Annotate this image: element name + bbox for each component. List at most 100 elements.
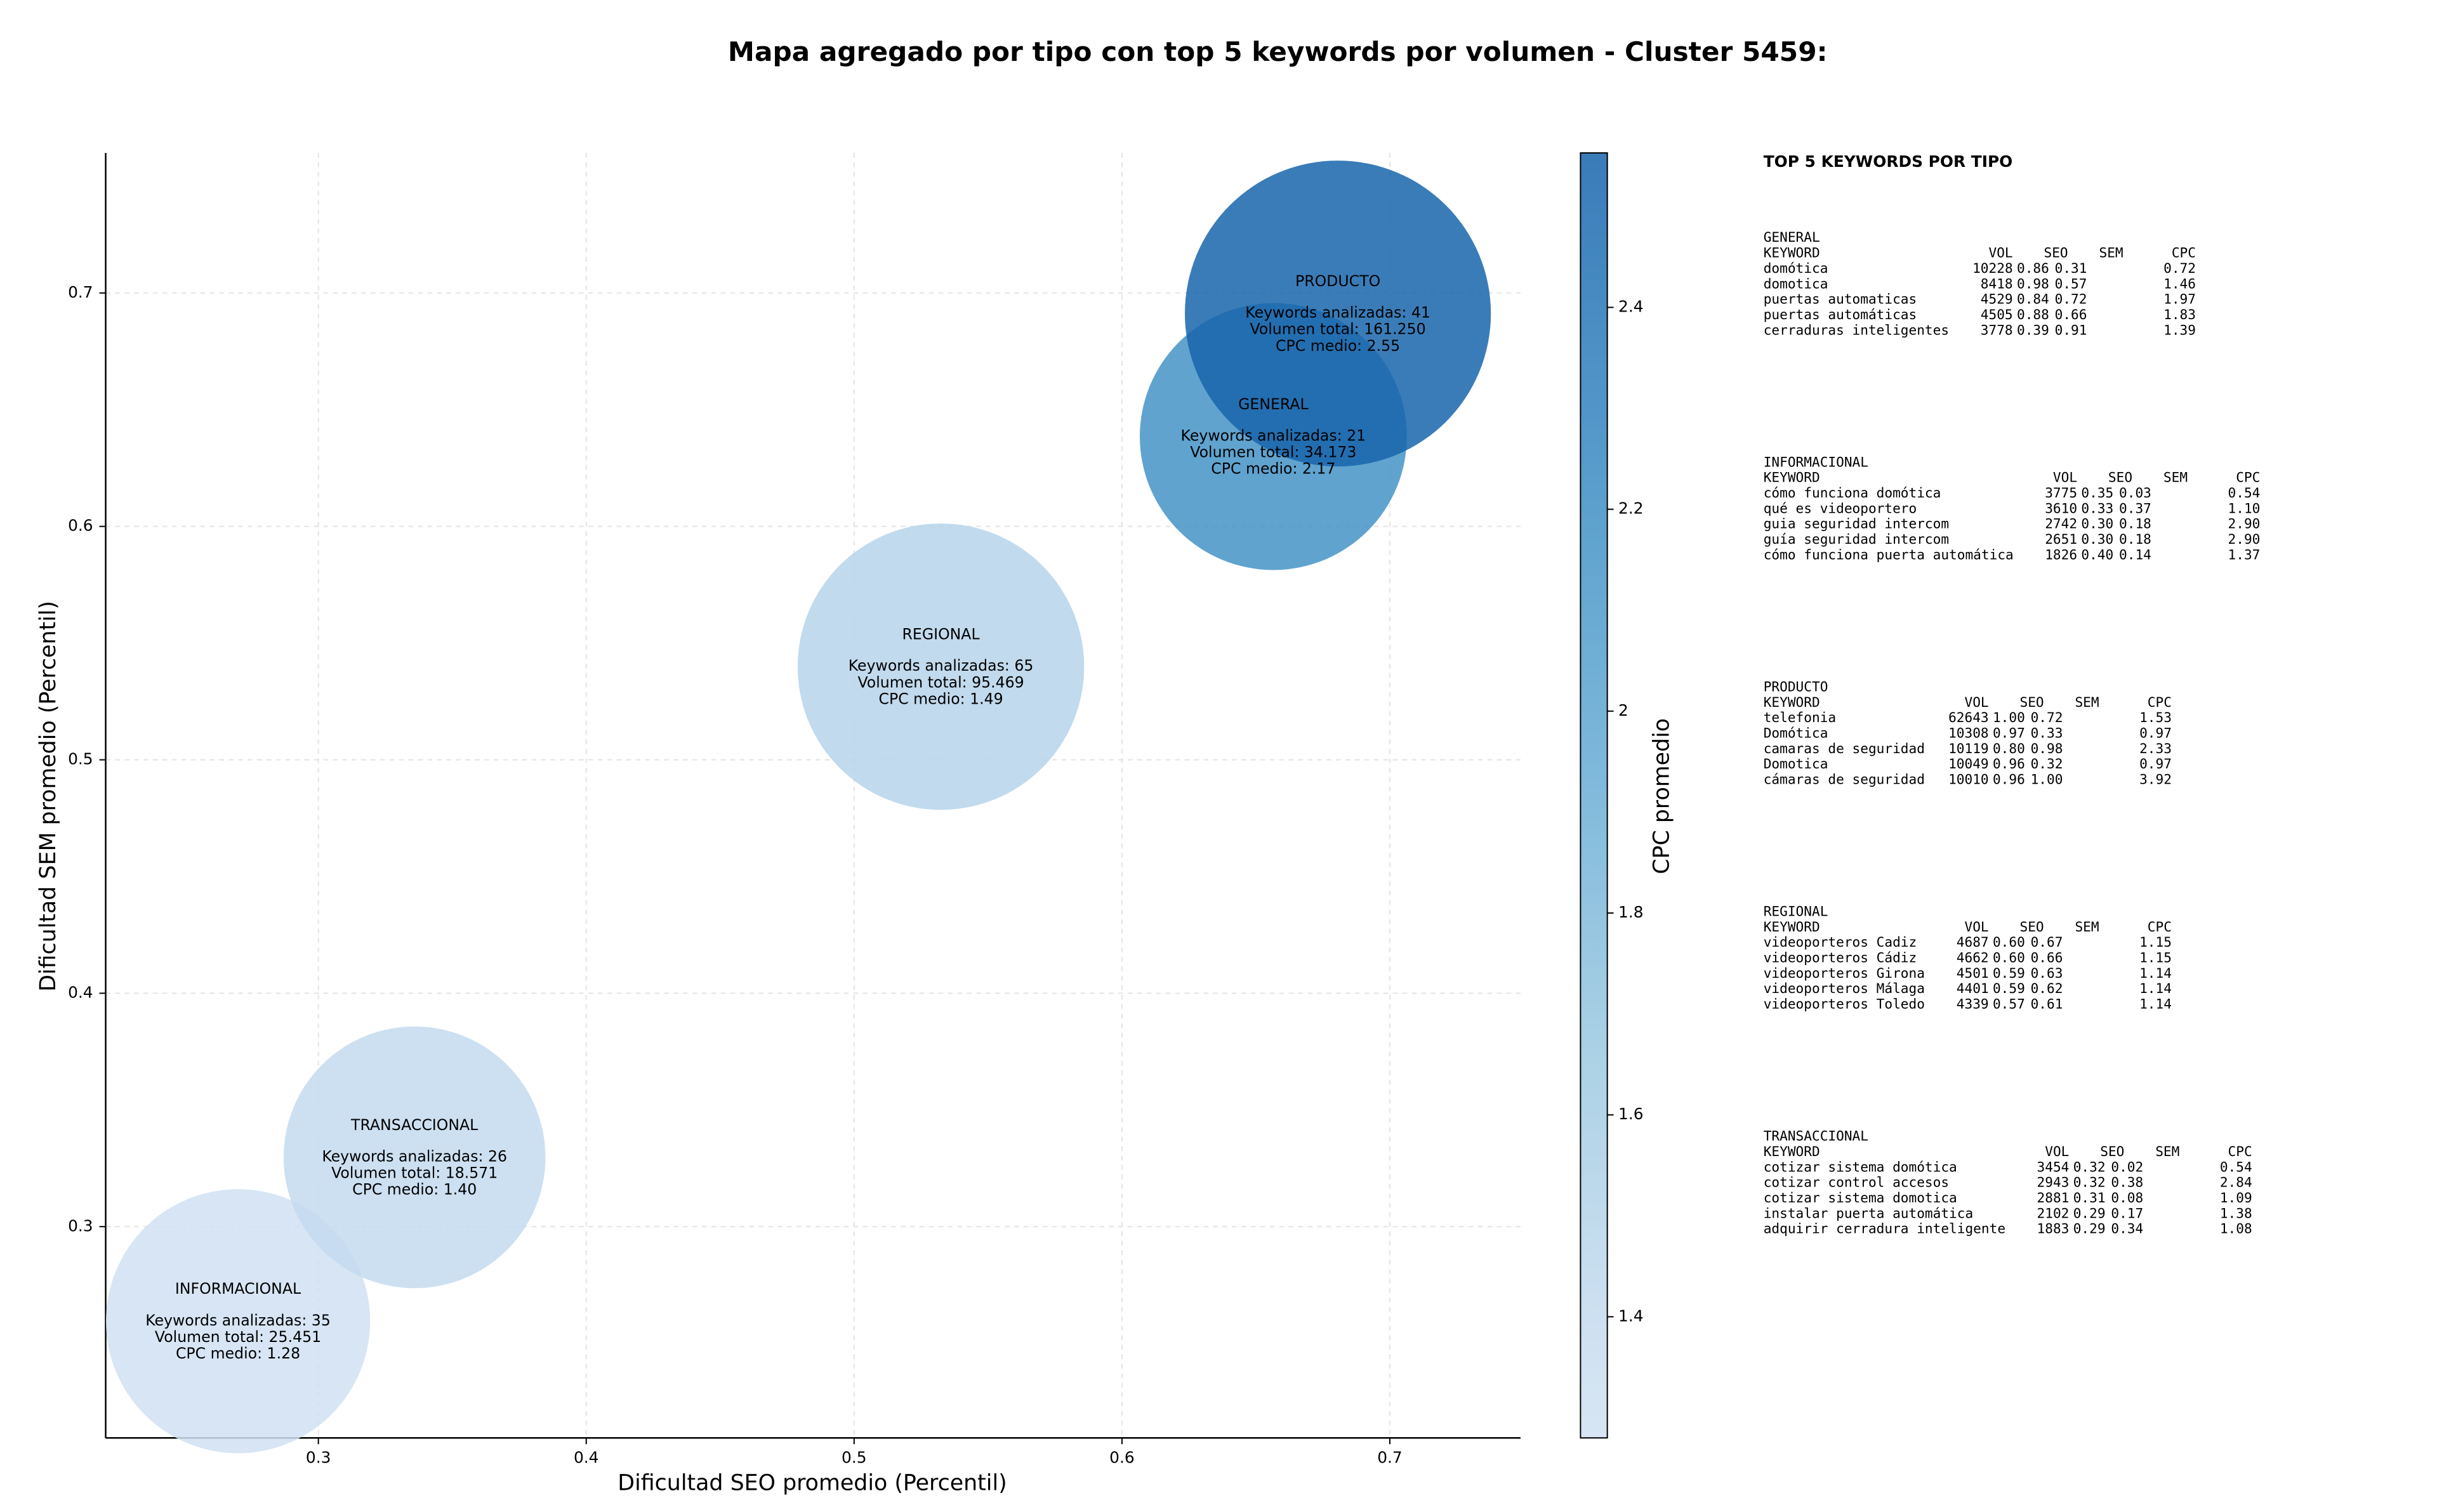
column-header: SEM xyxy=(2163,470,2188,485)
colorbar-tick-label: 2.4 xyxy=(1618,297,1644,315)
colorbar-tick-label: 1.6 xyxy=(1618,1105,1644,1123)
value-cell: 1.53 xyxy=(2139,709,2172,725)
value-cell: 4401 xyxy=(1957,980,1989,996)
value-cell: 3454 xyxy=(2037,1159,2070,1174)
chart-title: Mapa agregado por tipo con top 5 keyword… xyxy=(728,36,1828,67)
value-cell: 1.10 xyxy=(2228,500,2261,516)
column-header: CPC xyxy=(2236,470,2260,485)
column-header: SEM xyxy=(2075,919,2099,935)
keyword-cell: puertas automaticas xyxy=(1764,291,1917,307)
bubble-annotation: Keywords analizadas: 21 xyxy=(1181,427,1366,445)
value-cell: 0.72 xyxy=(2031,709,2063,725)
value-cell: 0.18 xyxy=(2119,516,2151,532)
column-header: CPC xyxy=(2148,919,2172,935)
column-header: KEYWORD xyxy=(1764,245,1820,261)
column-header: VOL xyxy=(1989,245,2013,261)
y-tick-label: 0.5 xyxy=(68,750,93,768)
value-cell: 0.57 xyxy=(2055,275,2087,291)
colorbar-label: CPC promedio xyxy=(1649,718,1675,874)
value-cell: 0.03 xyxy=(2119,485,2151,501)
keyword-cell: videoporteros Málaga xyxy=(1764,980,1925,996)
keyword-cell: cotizar sistema domótica xyxy=(1764,1159,1957,1174)
keyword-cell: Domótica xyxy=(1764,725,1828,740)
bubble-annotation: CPC medio: 1.49 xyxy=(879,690,1003,707)
column-header: SEO xyxy=(2100,1143,2124,1159)
section-title: GENERAL xyxy=(1764,229,1820,245)
x-tick-label: 0.6 xyxy=(1109,1449,1135,1467)
value-cell: 2.33 xyxy=(2139,740,2172,756)
value-cell: 1.09 xyxy=(2220,1190,2252,1206)
value-cell: 0.33 xyxy=(2031,725,2063,740)
bubble-annotation: Keywords analizadas: 35 xyxy=(145,1311,331,1329)
column-header: SEO xyxy=(2019,694,2044,710)
column-header: VOL xyxy=(2053,470,2077,485)
value-cell: 1826 xyxy=(2045,546,2077,562)
column-header: KEYWORD xyxy=(1764,694,1820,710)
value-cell: 0.38 xyxy=(2111,1174,2143,1190)
value-cell: 0.66 xyxy=(2055,306,2087,322)
keyword-cell: videoporteros Cádiz xyxy=(1764,950,1917,966)
value-cell: 0.59 xyxy=(1993,965,2025,981)
value-cell: 3778 xyxy=(1981,322,2013,338)
column-header: CPC xyxy=(2172,245,2196,261)
value-cell: 4501 xyxy=(1957,965,1989,981)
bubble-annotation: CPC medio: 2.55 xyxy=(1276,337,1400,355)
value-cell: 2943 xyxy=(2037,1174,2070,1190)
keyword-cell: cómo funciona domótica xyxy=(1764,485,1941,501)
value-cell: 0.54 xyxy=(2228,485,2261,501)
value-cell: 2.90 xyxy=(2228,516,2261,532)
value-cell: 0.18 xyxy=(2119,531,2151,547)
value-cell: 0.08 xyxy=(2111,1190,2143,1206)
keyword-cell: telefonia xyxy=(1764,709,1836,725)
value-cell: 0.14 xyxy=(2119,546,2151,562)
value-cell: 0.60 xyxy=(1993,950,2025,966)
section-title: PRODUCTO xyxy=(1764,678,1828,694)
value-cell: 2102 xyxy=(2037,1205,2070,1221)
value-cell: 1883 xyxy=(2037,1221,2070,1237)
value-cell: 4687 xyxy=(1957,934,1989,950)
value-cell: 10010 xyxy=(1948,772,1989,787)
value-cell: 3610 xyxy=(2045,500,2077,516)
value-cell: 0.34 xyxy=(2111,1221,2143,1237)
value-cell: 0.91 xyxy=(2055,322,2087,338)
value-cell: 0.61 xyxy=(2031,996,2063,1012)
keyword-cell: puertas automáticas xyxy=(1764,306,1917,322)
value-cell: 10228 xyxy=(1972,260,2013,276)
column-header: KEYWORD xyxy=(1764,1143,1820,1159)
column-header: VOL xyxy=(1964,919,1988,935)
value-cell: 0.30 xyxy=(2081,531,2113,547)
bubble-annotation: CPC medio: 1.40 xyxy=(352,1181,477,1199)
section-title: REGIONAL xyxy=(1764,904,1828,919)
table-title: TOP 5 KEYWORDS POR TIPO xyxy=(1764,152,2013,171)
value-cell: 1.37 xyxy=(2228,546,2261,562)
value-cell: 10119 xyxy=(1948,740,1989,756)
value-cell: 0.02 xyxy=(2111,1159,2143,1174)
bubble-annotation: Volumen total: 161.250 xyxy=(1250,320,1426,338)
value-cell: 3.92 xyxy=(2139,772,2172,787)
column-header: SEM xyxy=(2075,694,2099,710)
value-cell: 1.14 xyxy=(2139,965,2172,981)
bubble xyxy=(1185,161,1491,467)
bubble-label: REGIONAL xyxy=(902,626,981,643)
column-header: SEO xyxy=(2019,919,2044,935)
value-cell: 0.37 xyxy=(2119,500,2151,516)
value-cell: 0.30 xyxy=(2081,516,2113,532)
value-cell: 2881 xyxy=(2037,1190,2070,1206)
value-cell: 0.72 xyxy=(2055,291,2087,307)
value-cell: 0.29 xyxy=(2073,1221,2106,1237)
value-cell: 0.32 xyxy=(2073,1174,2106,1190)
colorbar xyxy=(1580,152,1608,1439)
column-header: VOL xyxy=(1964,694,1988,710)
value-cell: 0.57 xyxy=(1993,996,2025,1012)
value-cell: 1.14 xyxy=(2139,996,2172,1012)
value-cell: 0.35 xyxy=(2081,485,2113,501)
x-tick-label: 0.5 xyxy=(842,1449,867,1467)
value-cell: 0.97 xyxy=(2139,725,2172,740)
column-header: CPC xyxy=(2228,1143,2252,1159)
keyword-cell: cotizar control accesos xyxy=(1764,1174,1949,1190)
value-cell: 62643 xyxy=(1948,709,1989,725)
keyword-cell: guia seguridad intercom xyxy=(1764,516,1949,532)
x-axis-label: Dificultad SEO promedio (Percentil) xyxy=(618,1470,1007,1496)
y-tick-label: 0.3 xyxy=(68,1216,93,1235)
